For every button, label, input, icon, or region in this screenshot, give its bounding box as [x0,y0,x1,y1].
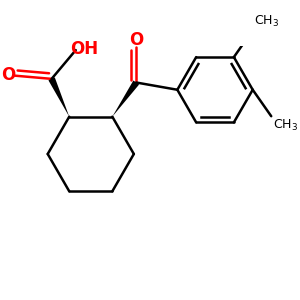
Text: OH: OH [70,40,98,58]
Text: CH$_3$: CH$_3$ [254,14,279,28]
Text: CH$_3$: CH$_3$ [273,118,298,134]
Polygon shape [48,77,69,117]
Text: O: O [1,66,15,84]
Polygon shape [112,80,139,117]
Text: O: O [129,31,143,49]
